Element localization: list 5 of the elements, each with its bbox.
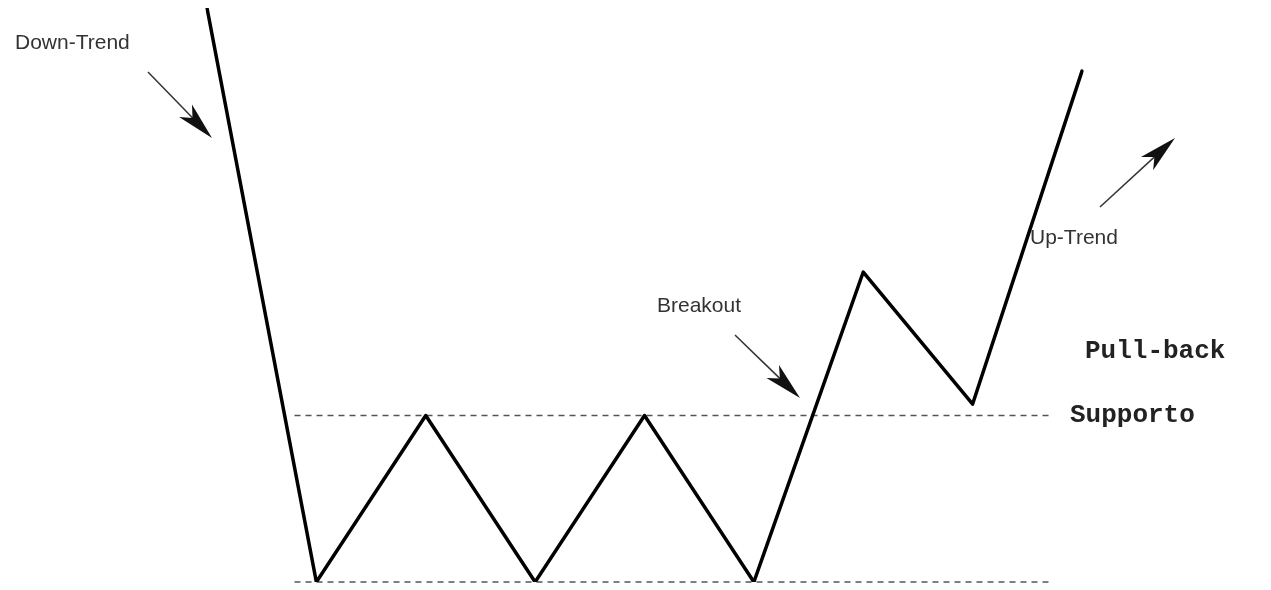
text: Down-Trend	[15, 30, 130, 54]
annotation: Up-Trend	[1030, 225, 1118, 249]
ref-line-label: Supporto	[1070, 400, 1195, 431]
annotation: Pull-back	[1085, 336, 1226, 366]
annotation: Breakout	[657, 293, 742, 317]
